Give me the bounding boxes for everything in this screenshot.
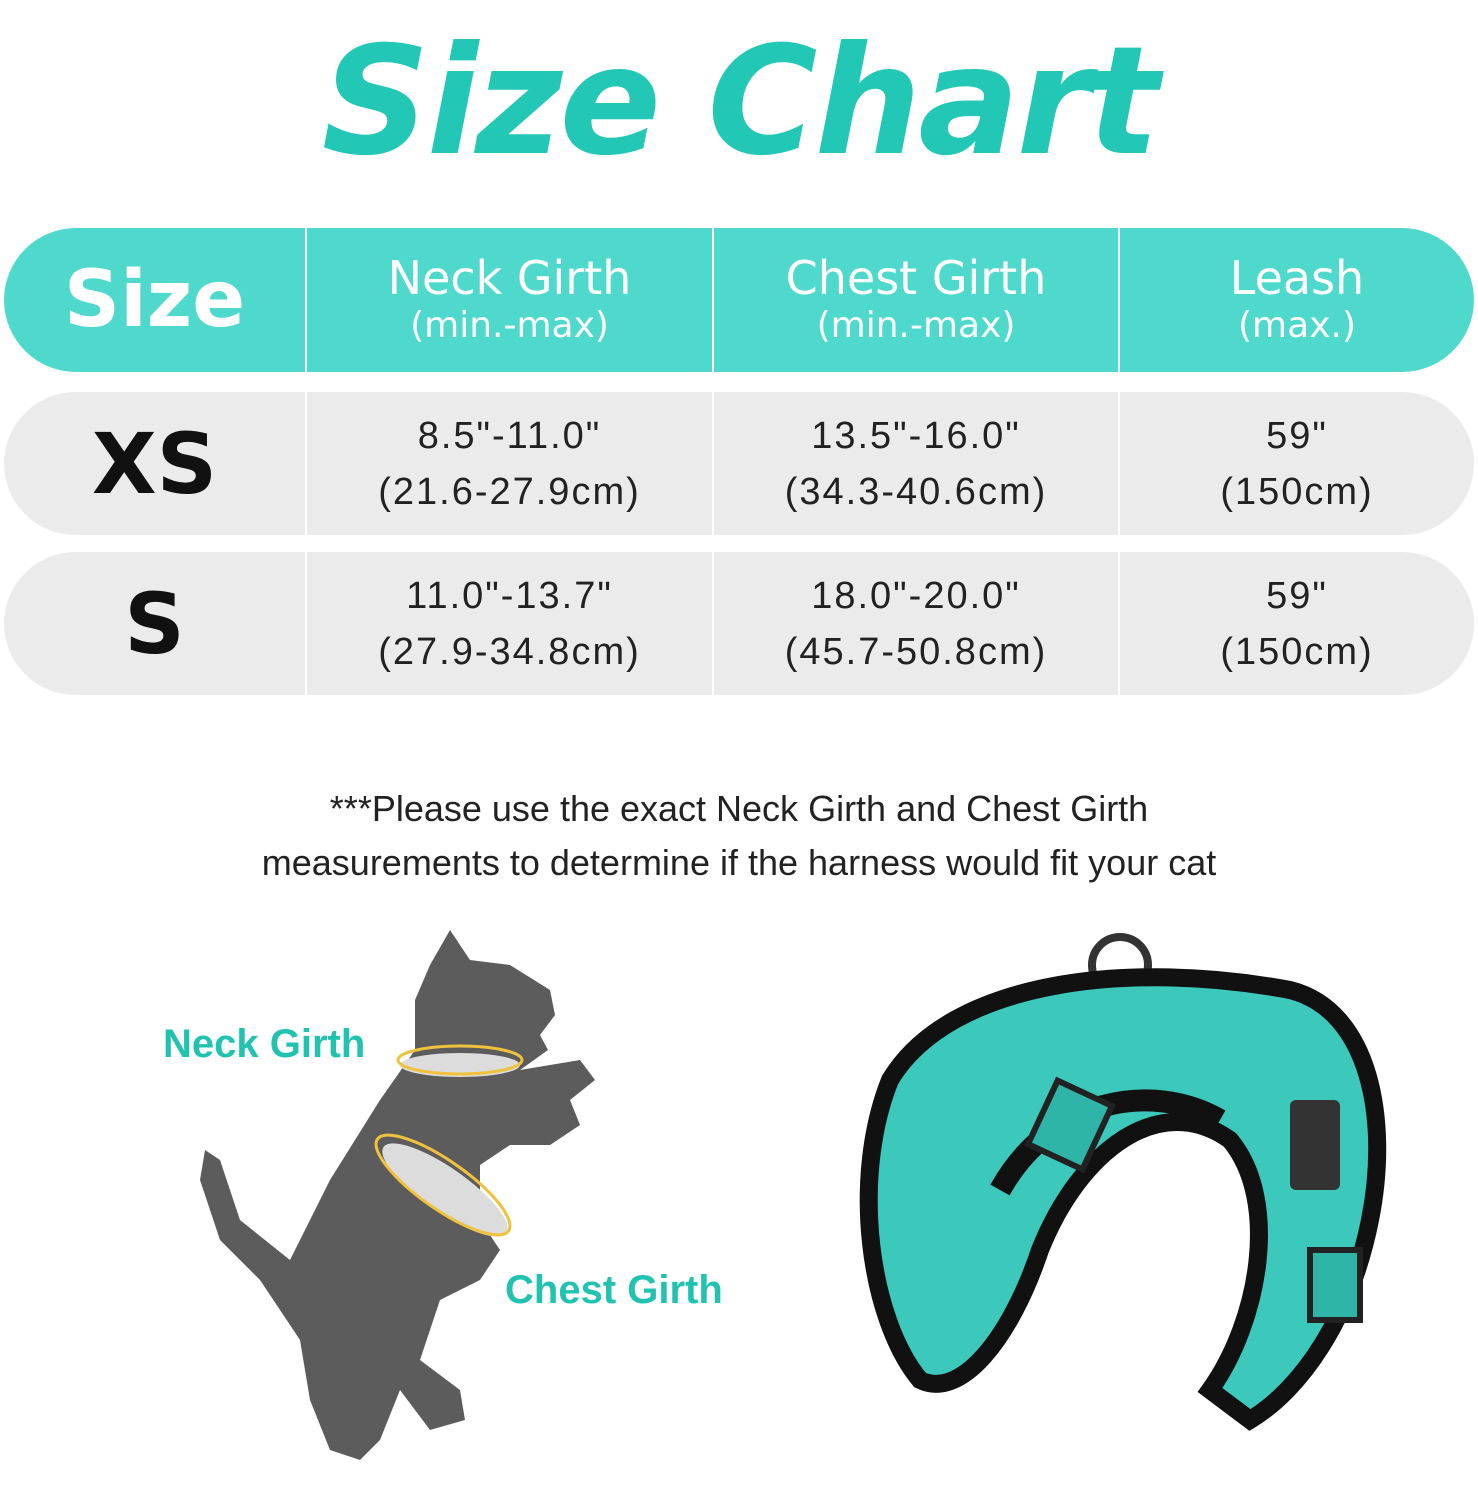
harness-image xyxy=(859,933,1387,1431)
leash-in: 59" xyxy=(1266,574,1328,617)
neck-in: 11.0"-13.7" xyxy=(406,574,613,617)
cat-illustration xyxy=(200,930,595,1460)
header-size-label: Size xyxy=(63,255,246,345)
header-sublabel: (min.-max) xyxy=(410,305,609,346)
header-sublabel: (max.) xyxy=(1238,305,1356,346)
fit-note: ***Please use the exact Neck Girth and C… xyxy=(0,782,1478,890)
header-neck: Neck Girth (min.-max) xyxy=(305,228,712,372)
header-chest: Chest Girth (min.-max) xyxy=(712,228,1118,372)
size-label: XS xyxy=(91,414,218,513)
chest-cm: (45.7-50.8cm) xyxy=(784,630,1048,673)
note-line-1: ***Please use the exact Neck Girth and C… xyxy=(329,788,1149,829)
table-row: XS 8.5"-11.0" (21.6-27.9cm) 13.5"-16.0" (3… xyxy=(4,392,1474,535)
note-line-2: measurements to determine if the harness… xyxy=(261,842,1217,883)
neck-cm: (21.6-27.9cm) xyxy=(378,470,641,513)
size-label: S xyxy=(124,574,185,673)
chest-in: 13.5"-16.0" xyxy=(811,414,1021,457)
neck-cm: (27.9-34.8cm) xyxy=(378,630,641,673)
header-label: Leash xyxy=(1229,251,1365,305)
leash-cm: (150cm) xyxy=(1220,470,1374,513)
chest-in: 18.0"-20.0" xyxy=(811,574,1021,617)
leash-in: 59" xyxy=(1266,414,1328,457)
chest-girth-label: Chest Girth xyxy=(505,1268,723,1312)
header-label: Chest Girth xyxy=(785,251,1047,305)
header-label: Neck Girth xyxy=(387,251,632,305)
header-sublabel: (min.-max) xyxy=(816,305,1016,346)
table-header: Size Neck Girth (min.-max) Chest Girth (mi… xyxy=(4,228,1474,372)
leash-cm: (150cm) xyxy=(1220,630,1374,673)
table-row: S 11.0"-13.7" (27.9-34.8cm) 18.0"-20.0" (4… xyxy=(4,552,1474,695)
header-leash: Leash (max.) xyxy=(1118,228,1474,372)
neck-in: 8.5"-11.0" xyxy=(417,414,602,457)
page-title: Size Chart xyxy=(321,15,1159,189)
chest-cm: (34.3-40.6cm) xyxy=(784,470,1048,513)
neck-girth-label: Neck Girth xyxy=(163,1022,366,1066)
header-size: Size xyxy=(4,228,305,372)
